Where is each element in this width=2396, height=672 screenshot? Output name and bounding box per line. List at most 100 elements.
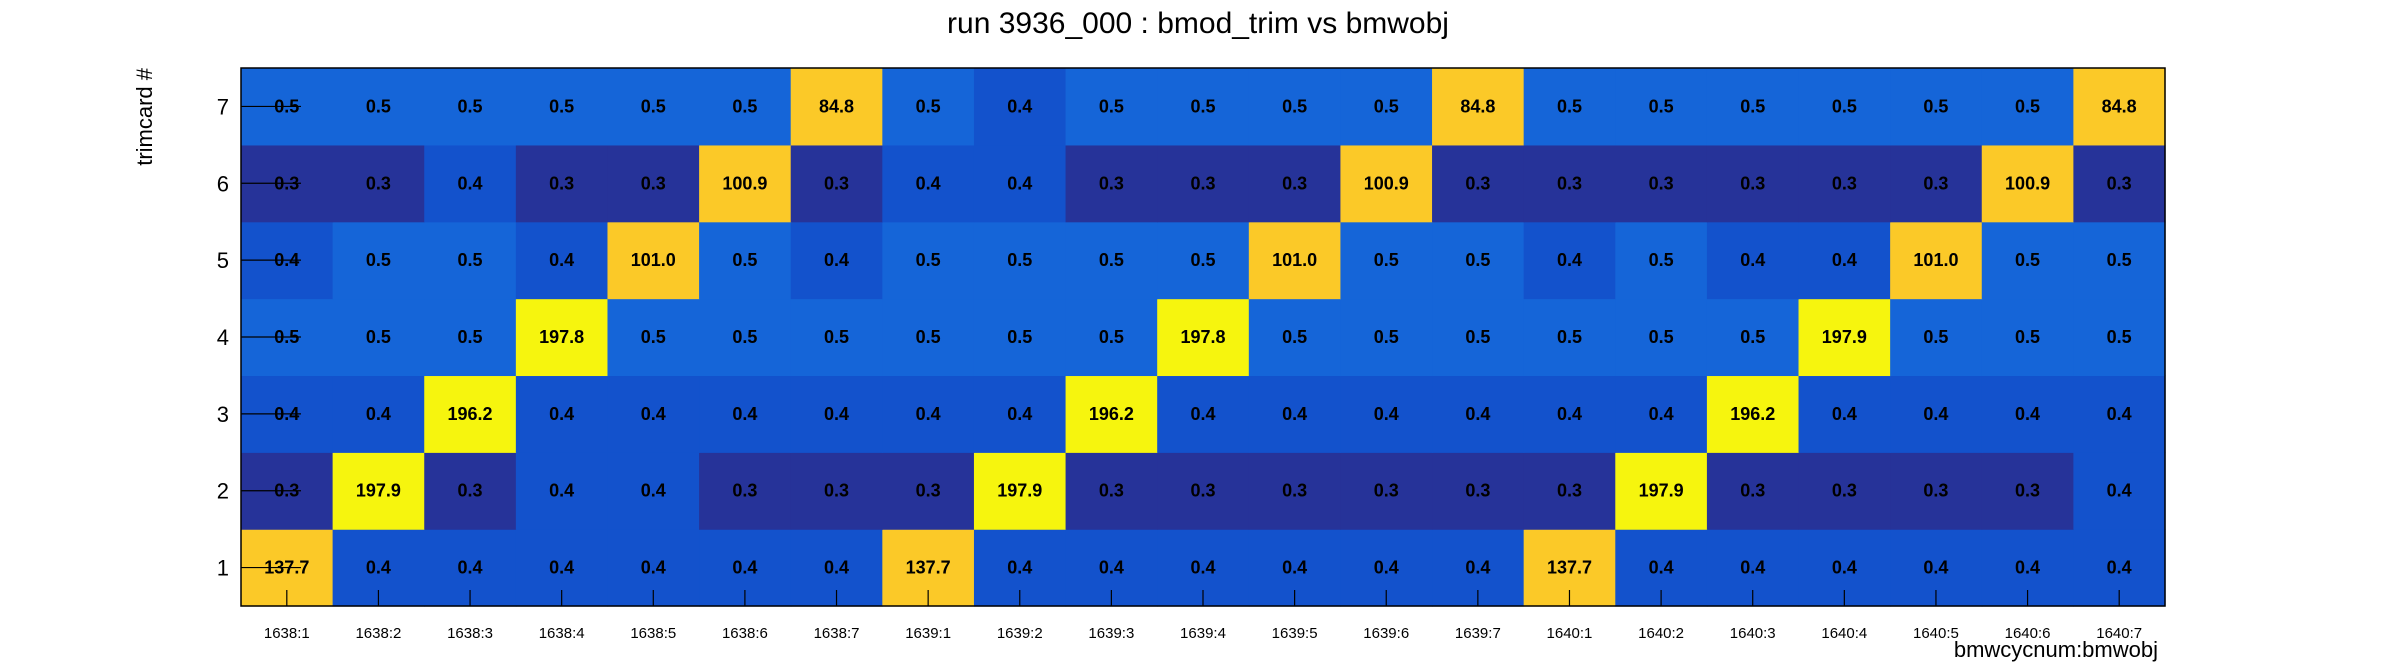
cell-value-label: 0.5 — [916, 327, 941, 347]
x-tick-label: 1638:3 — [447, 625, 493, 642]
heatmap-cell — [1157, 298, 1250, 377]
heatmap-cell — [424, 298, 517, 377]
heatmap-cell — [1340, 144, 1433, 223]
heatmap-cell — [1981, 375, 2074, 453]
cell-value-label: 0.4 — [1007, 558, 1032, 578]
cell-value-label: 197.8 — [539, 327, 584, 347]
heatmap-cell — [1615, 298, 1708, 377]
heatmap-cell — [332, 144, 425, 223]
cell-value-label: 0.5 — [916, 96, 941, 116]
y-tick-label: 5 — [217, 248, 229, 273]
heatmap-cell — [1065, 298, 1158, 377]
heatmap-cell — [1798, 375, 1891, 453]
cell-value-label: 0.5 — [641, 96, 666, 116]
cell-value-label: 0.4 — [1923, 404, 1948, 424]
cell-value-label: 0.4 — [366, 558, 391, 578]
cell-value-label: 84.8 — [2102, 96, 2137, 116]
x-tick-label: 1639:3 — [1088, 625, 1134, 642]
heatmap-cell — [1615, 221, 1708, 300]
cell-value-label: 0.4 — [2015, 558, 2040, 578]
cell-value-label: 0.5 — [1465, 250, 1490, 270]
cell-value-label: 0.3 — [1099, 481, 1124, 501]
cell-value-label: 0.3 — [549, 173, 574, 193]
cell-value-label: 0.4 — [549, 481, 574, 501]
cell-value-label: 196.2 — [1730, 404, 1775, 424]
heatmap-cell — [1981, 68, 2074, 146]
x-tick-label: 1639:2 — [997, 625, 1043, 642]
heatmap-cell — [1890, 298, 1983, 377]
heatmap-cell — [332, 298, 425, 377]
heatmap-cell — [882, 221, 975, 300]
cell-value-label: 0.5 — [732, 327, 757, 347]
heatmap-cell — [424, 452, 517, 530]
cell-value-label: 0.5 — [1832, 96, 1857, 116]
cell-value-label: 0.5 — [1099, 250, 1124, 270]
cell-value-label: 197.9 — [356, 481, 401, 501]
cell-value-label: 0.5 — [1740, 327, 1765, 347]
heatmap-cell — [424, 375, 517, 453]
heatmap-cell — [973, 375, 1067, 453]
cell-value-label: 0.4 — [1649, 404, 1674, 424]
heatmap-cell — [973, 452, 1067, 530]
cell-value-label: 0.4 — [641, 404, 666, 424]
cell-value-label: 0.4 — [1465, 404, 1490, 424]
heatmap-cell — [699, 375, 792, 453]
cell-value-label: 84.8 — [1460, 96, 1495, 116]
cell-value-label: 0.5 — [1649, 327, 1674, 347]
x-tick-label: 1638:4 — [539, 625, 585, 642]
heatmap-cell — [424, 144, 517, 223]
cell-value-label: 0.5 — [2107, 250, 2132, 270]
heatmap-cell — [1981, 144, 2074, 223]
cell-value-label: 0.4 — [1923, 558, 1948, 578]
heatmap-cell — [1615, 452, 1708, 530]
cell-value-label: 0.3 — [1923, 173, 1948, 193]
heatmap-cell — [1615, 144, 1708, 223]
heatmap-cell — [1432, 144, 1525, 223]
heatmap-cell — [1065, 221, 1158, 300]
x-tick-label: 1640:6 — [2005, 625, 2051, 642]
cell-value-label: 0.4 — [1282, 558, 1307, 578]
cell-value-label: 0.5 — [549, 96, 574, 116]
heatmap-cell — [1981, 221, 2074, 300]
cell-value-label: 0.4 — [549, 404, 574, 424]
cell-value-label: 0.5 — [1099, 96, 1124, 116]
cell-value-label: 0.4 — [1740, 250, 1765, 270]
heatmap-cell — [1890, 375, 1983, 453]
heatmap-cell — [1706, 298, 1800, 377]
x-tick-label: 1639:6 — [1363, 625, 1409, 642]
heatmap-cell — [1615, 68, 1708, 146]
heatmap-cell — [1157, 144, 1250, 223]
cell-value-label: 0.3 — [1649, 173, 1674, 193]
cell-value-label: 0.3 — [1190, 481, 1215, 501]
x-tick-label: 1638:2 — [355, 625, 401, 642]
cell-value-label: 0.3 — [2015, 481, 2040, 501]
heatmap-cell — [882, 298, 975, 377]
y-axis-label: trimcard # — [132, 67, 157, 166]
heatmap-cell — [1981, 298, 2074, 377]
heatmap-cell — [1340, 298, 1433, 377]
cell-value-label: 0.5 — [1374, 327, 1399, 347]
cell-value-label: 0.4 — [1557, 250, 1582, 270]
x-tick-label: 1640:4 — [1821, 625, 1867, 642]
cell-value-label: 0.4 — [366, 404, 391, 424]
cell-value-label: 101.0 — [1913, 250, 1958, 270]
cell-value-label: 0.3 — [2107, 173, 2132, 193]
cell-value-label: 0.4 — [824, 558, 849, 578]
heatmap-cell — [515, 68, 609, 146]
heatmap-cell — [1065, 68, 1158, 146]
heatmap-cell — [607, 298, 700, 377]
heatmap-cell — [1523, 68, 1616, 146]
cell-value-label: 0.5 — [824, 327, 849, 347]
cell-value-label: 196.2 — [448, 404, 493, 424]
cell-value-label: 0.4 — [549, 250, 574, 270]
cell-value-label: 0.4 — [2107, 404, 2132, 424]
cell-value-label: 0.4 — [1007, 96, 1032, 116]
cell-value-label: 0.4 — [1007, 173, 1032, 193]
heatmap-cell — [1523, 375, 1616, 453]
cell-value-label: 0.3 — [1190, 173, 1215, 193]
cell-value-label: 0.5 — [1282, 327, 1307, 347]
cell-value-label: 0.4 — [2015, 404, 2040, 424]
cell-value-label: 137.7 — [1547, 558, 1592, 578]
chart-title: run 3936_000 : bmod_trim vs bmwobj — [947, 7, 1449, 40]
heatmap-cell — [607, 144, 700, 223]
